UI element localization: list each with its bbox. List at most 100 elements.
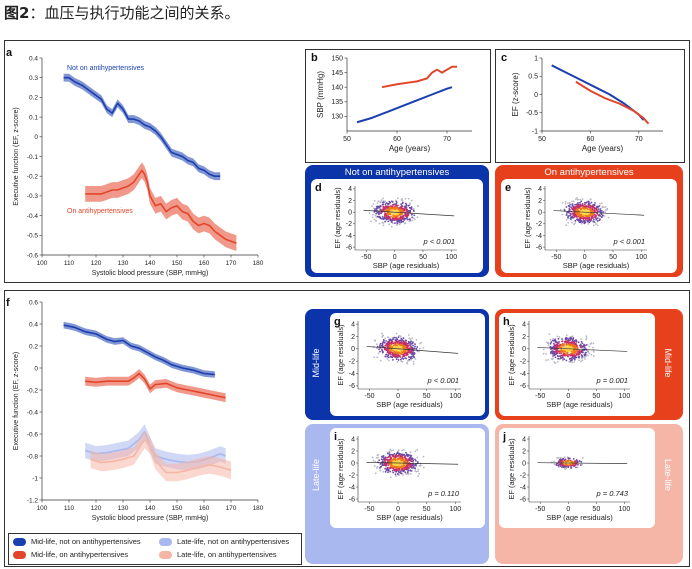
scatter-point (573, 215, 576, 218)
scatter-point (401, 456, 404, 459)
scatter-point (409, 344, 412, 346)
legend-label: Late-life, not on antihypertensives (177, 537, 290, 546)
scatter-point (397, 449, 400, 452)
scatter-point (417, 470, 419, 473)
y-axis-title: EF (age residuals) (333, 187, 342, 249)
scatter-point (399, 222, 402, 225)
scatter-point (409, 350, 412, 352)
x-tick-label: 0 (566, 393, 570, 400)
scatter-point (393, 452, 396, 455)
scatter-point (391, 356, 394, 359)
scatter-point (388, 223, 391, 226)
scatter-point (558, 459, 561, 461)
scatter-point (401, 197, 404, 200)
y-tick-label: 2 (351, 448, 355, 455)
x-tick-label: 130 (118, 505, 129, 512)
scatter-point (581, 355, 583, 358)
scatter-point (572, 216, 575, 219)
y-tick-label: 135 (331, 99, 343, 106)
y-tick-label: -4 (520, 371, 526, 378)
scatter-point (552, 345, 555, 348)
scatter-point (573, 354, 576, 356)
y-tick-label: -0.1 (27, 154, 39, 161)
scatter-point (546, 341, 548, 344)
scatter-point (381, 351, 384, 354)
scatter-point (400, 340, 403, 343)
x-tick-label: 150 (172, 260, 183, 267)
scatter-point (590, 353, 593, 356)
scatter-point (376, 347, 379, 350)
scatter-point (573, 351, 576, 354)
scatter-point (400, 459, 403, 462)
chart-g: g -50 0 50 100 4 2 0 -2 -4 -6 SBP (age residuals) EF… (334, 316, 461, 409)
scatter-point (373, 465, 376, 467)
scatter-point (575, 463, 577, 466)
fit-line (366, 461, 459, 465)
scatter-point (398, 468, 401, 471)
scatter-point (396, 339, 398, 341)
scatter-point (376, 202, 379, 205)
scatter-point (576, 353, 578, 355)
scatter-point (568, 344, 571, 347)
scatter-point (387, 456, 390, 458)
scatter-point (562, 460, 565, 463)
scatter-point (594, 214, 597, 217)
scatter-point (395, 358, 398, 361)
scatter-point (576, 197, 578, 199)
scatter-point (376, 356, 379, 359)
panel-e-title: On antihypertensives (544, 167, 634, 178)
x-axis-title: Age (years) (389, 144, 431, 153)
scatter-point (592, 350, 595, 353)
scatter-point (590, 214, 593, 217)
chart-i: i -50 0 50 100 4 2 0 -2 -4 -6 SBP (age residuals) EF… (334, 431, 461, 522)
scatter-point (417, 475, 420, 478)
x-tick-label: 100 (445, 254, 457, 261)
panel-letter: e (505, 182, 511, 194)
scatter-point (378, 205, 380, 208)
scatter-point (572, 212, 574, 214)
scatter-point (574, 222, 576, 224)
scatter-point (562, 344, 565, 347)
scatter-point (558, 349, 561, 352)
scatter-point (389, 476, 392, 479)
scatter-point (372, 459, 375, 462)
scatter-point (403, 207, 406, 210)
scatter-point (402, 337, 405, 339)
fit-line (537, 462, 628, 464)
scatter-point (406, 353, 409, 356)
scatter-point (584, 353, 587, 356)
scatter-point (402, 351, 404, 354)
scatter-point (565, 336, 568, 339)
scatter-point (584, 215, 587, 217)
scatter-point (571, 335, 574, 338)
x-tick-label: 100 (37, 505, 48, 512)
scatter-point (589, 220, 592, 223)
scatter-point (409, 459, 412, 462)
x-tick-label: 100 (37, 260, 48, 267)
scatter-point (407, 345, 410, 347)
legend-label: Mid-life, on antihypertensives (31, 550, 129, 559)
scatter-point (589, 212, 592, 215)
scatter-point (376, 211, 379, 214)
scatter-point (545, 359, 547, 361)
y-tick-label: -6 (520, 496, 526, 503)
scatter-point (402, 463, 405, 466)
scatter-point (387, 359, 390, 362)
scatter-point (396, 344, 399, 347)
scatter-point (398, 474, 400, 477)
x-tick-label: 100 (635, 254, 647, 261)
y-tick-label: -0.8 (27, 453, 39, 460)
scatter-point (409, 451, 412, 453)
scatter-point (592, 342, 595, 345)
scatter-point (585, 217, 587, 220)
scatter-point (386, 212, 389, 215)
scatter-point (581, 198, 584, 201)
scatter-point (559, 456, 562, 459)
panel-e-inner (501, 179, 677, 273)
scatter-point (393, 353, 395, 356)
scatter-point (595, 218, 598, 221)
scatter-point (413, 353, 416, 355)
scatter-point (547, 342, 550, 345)
scatter-point (560, 351, 563, 353)
x-axis-title: SBP (age residuals) (546, 513, 613, 522)
